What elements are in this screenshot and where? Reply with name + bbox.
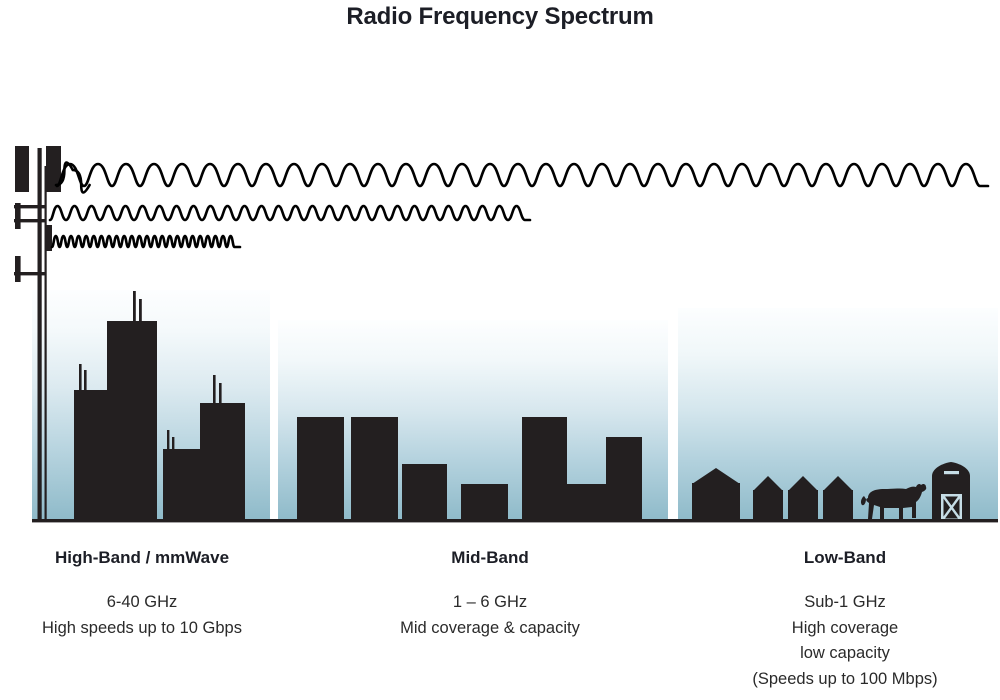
antenna-spire: [167, 430, 170, 450]
building: [351, 417, 398, 521]
band-desc-line: High speeds up to 10 Gbps: [42, 618, 242, 637]
band-label-low-band: Low-Band: [803, 548, 887, 567]
tower-crossbar: [14, 219, 46, 223]
panel-antenna: [46, 146, 61, 192]
cow-icon: [860, 483, 927, 519]
antenna-spire: [133, 291, 136, 322]
building: [461, 484, 508, 521]
antenna-spire: [172, 437, 175, 450]
antenna-spire: [139, 299, 142, 322]
tower-mast-secondary: [44, 166, 47, 522]
farm-house: [823, 476, 853, 521]
ground-baseline: [32, 519, 998, 523]
tower-crossbar: [14, 272, 46, 276]
farm-house: [753, 476, 783, 521]
antenna-spire: [84, 370, 87, 391]
band-desc-line: 6-40 GHz: [106, 593, 178, 611]
antenna-spire: [219, 383, 222, 404]
short-wavelength-wave: [50, 234, 242, 249]
band-desc-line: 1 – 6 GHz: [452, 593, 528, 611]
farm-house: [692, 468, 740, 521]
suburban-buildings-mid-band: [297, 417, 642, 521]
skyscraper: [200, 403, 245, 521]
building: [297, 417, 344, 521]
building: [522, 417, 567, 521]
band-desc-line: Sub-1 GHz: [804, 593, 886, 611]
long-wavelength-wave: [54, 161, 91, 194]
band-description-high-band: 6-40 GHz High speeds up to 10 Gbps: [0, 590, 284, 641]
band-desc-line: Mid coverage & capacity: [400, 618, 580, 637]
cell-tower: [14, 146, 61, 522]
building: [567, 484, 606, 521]
antenna-spire: [79, 364, 82, 391]
rural-farm-low-band: [692, 462, 970, 521]
page-title: Radio Frequency Spectrum: [346, 3, 654, 30]
band-label-mid-band: Mid-Band: [451, 548, 529, 567]
building: [402, 464, 447, 521]
band-desc-line: High coverage: [791, 618, 899, 637]
antenna-spire: [213, 375, 216, 404]
band-description-mid-band: 1 – 6 GHz Mid coverage & capacity: [350, 590, 630, 641]
band-description-low-band: Sub-1 GHz High coverage low capacity (Sp…: [700, 590, 990, 692]
city-skyline-high-band: [74, 291, 245, 521]
building: [606, 437, 642, 521]
tower-mast: [37, 148, 42, 522]
medium-wavelength-wave: [48, 204, 532, 222]
barn-icon: [932, 462, 970, 521]
band-desc-line: (Speeds up to 100 Mbps): [752, 669, 938, 688]
long-wavelength-wave-body: [55, 162, 990, 188]
small-antenna: [46, 225, 52, 251]
farm-house: [788, 476, 818, 521]
tower-crossbar: [14, 205, 46, 209]
band-desc-line: low capacity: [800, 644, 890, 663]
small-antenna: [15, 256, 21, 282]
skyscraper: [107, 321, 157, 521]
panel-antenna: [15, 146, 29, 192]
band-label-high-band: High-Band / mmWave: [54, 548, 230, 567]
small-antenna: [15, 203, 21, 229]
